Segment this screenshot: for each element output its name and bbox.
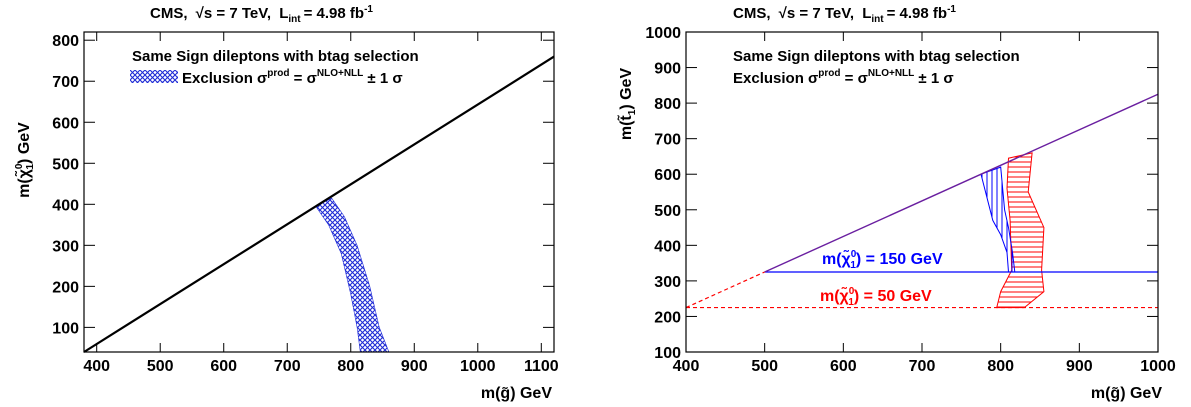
right-x-tick-label: 700 [909, 358, 936, 375]
left-y-axis-label: m(χ̃01) GeV [13, 122, 36, 198]
right-y-tick-label: 600 [654, 167, 681, 184]
left-y-tick-label: 400 [52, 197, 79, 214]
right-x-tick-label: 500 [751, 358, 778, 375]
left-chart-title: Same Sign dileptons with btag selection [132, 48, 419, 65]
left-x-tick-label: 1100 [524, 358, 559, 375]
left-x-tick-label: 600 [210, 358, 237, 375]
left-y-tick-label: 700 [52, 74, 79, 91]
right-x-tick-label: 400 [673, 358, 700, 375]
left-x-tick-label: 400 [83, 358, 110, 375]
right-y-tick-label: 900 [654, 61, 681, 78]
left-y-tick-label: 600 [52, 115, 79, 132]
right-y-tick-label: 1000 [645, 25, 681, 42]
left-legend-swatch [130, 70, 178, 83]
left-y-tick-label: 500 [52, 156, 79, 173]
right-x-tick-label: 800 [987, 358, 1014, 375]
left-x-tick-label: 1000 [460, 358, 496, 375]
right-y-tick-label: 300 [654, 274, 681, 291]
right-panel: CMS, √s = 7 TeV, Lint = 4.98 fb-1 400 500 6… [616, 4, 1176, 402]
kinematic-limit-line [83, 55, 555, 353]
left-panel: CMS, √s = 7 TeV, Lint = 4.98 fb-1 400 500 6… [13, 4, 559, 402]
right-plot-area: 400 500 600 700 800 900 1000 100 200 300 400 500 600… [645, 25, 1175, 375]
left-y-tick-label: 300 [52, 238, 79, 255]
kinematic-line-dashed [685, 271, 765, 309]
right-x-tick-label: 600 [830, 358, 857, 375]
left-y-tick-label: 100 [52, 320, 79, 337]
right-y-tick-label: 700 [654, 132, 681, 149]
exclusion-band [315, 197, 390, 353]
kinematic-line-solid [764, 93, 1159, 273]
right-x-tick-label: 1000 [1140, 358, 1176, 375]
right-y-tick-label: 200 [654, 309, 681, 326]
left-frame [83, 31, 555, 353]
left-x-axis-label: m(g̃) GeV [481, 385, 552, 402]
left-legend-label: Exclusion σprod = σNLO+NLL ± 1 σ [182, 68, 403, 87]
left-plot-area: 400 500 600 700 800 900 1000 1100 100 200 300 400 50… [52, 31, 559, 375]
left-x-tick-label: 800 [337, 358, 364, 375]
right-y-tick-label: 800 [654, 96, 681, 113]
left-x-tick-label: 700 [274, 358, 301, 375]
right-y-tick-label: 400 [654, 238, 681, 255]
left-x-tick-label: 900 [401, 358, 428, 375]
right-y-tick-label: 500 [654, 203, 681, 220]
left-y-tick-label: 800 [52, 33, 79, 50]
right-chart-title: Same Sign dileptons with btag selection [733, 48, 1020, 65]
right-legend-label: Exclusion σprod = σNLO+NLL ± 1 σ [733, 68, 954, 87]
right-header: CMS, √s = 7 TeV, Lint = 4.98 fb-1 [733, 4, 956, 25]
right-y-axis-label: m(t̃1) GeV [616, 68, 638, 141]
left-y-tick-label: 200 [52, 279, 79, 296]
right-x-axis-label: m(g̃) GeV [1091, 385, 1162, 402]
series-label-50: m(χ̃0 1) = 50 GeV [820, 285, 932, 308]
series-label-150: m(χ̃0 1) = 150 GeV [822, 248, 943, 271]
right-x-tick-label: 900 [1066, 358, 1093, 375]
right-y-tick-label: 100 [654, 345, 681, 362]
left-header: CMS, √s = 7 TeV, Lint = 4.98 fb-1 [150, 4, 373, 25]
left-x-tick-label: 500 [147, 358, 174, 375]
